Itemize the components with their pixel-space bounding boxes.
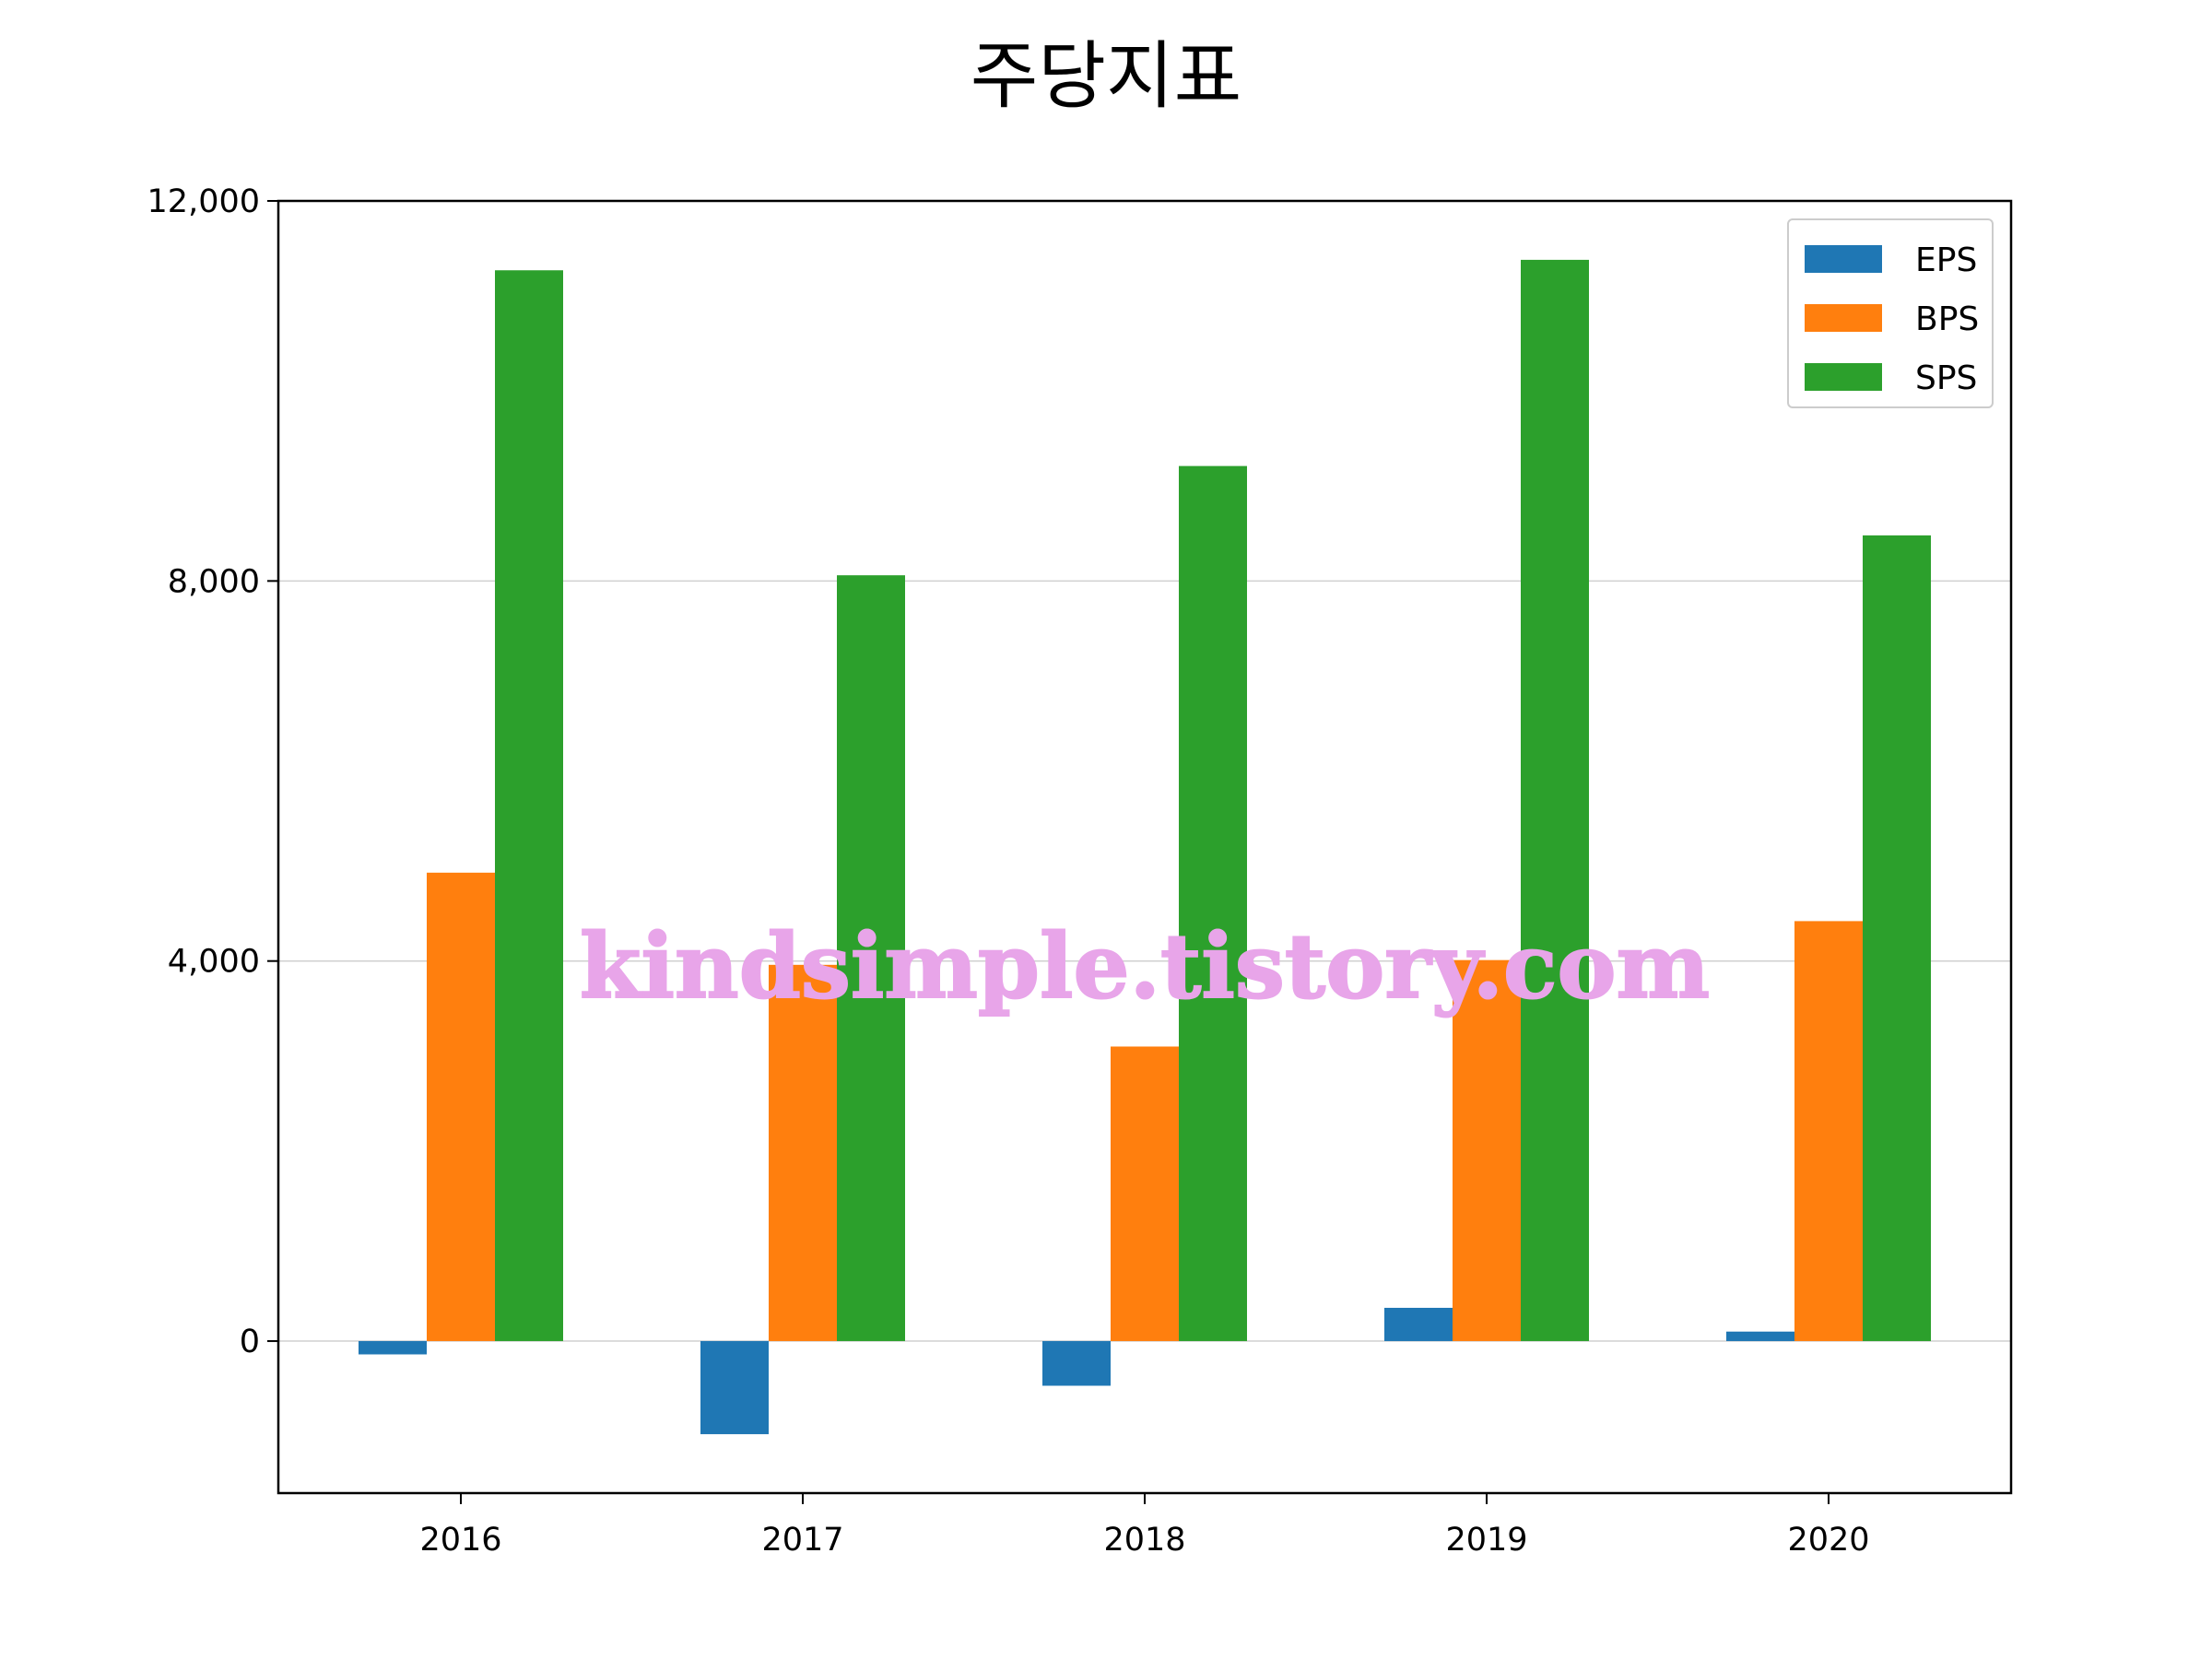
watermark-text: kindsimple.tistory.com: [580, 914, 1710, 1018]
y-tick-label: 8,000: [168, 563, 260, 600]
x-tick-label: 2017: [761, 1522, 843, 1559]
bar-eps-2017: [700, 1341, 769, 1435]
y-tick-label: 12,000: [147, 183, 260, 220]
y-tick-label: 4,000: [168, 944, 260, 981]
bar-sps-2017: [837, 575, 905, 1342]
legend-swatch-bps: [1805, 304, 1882, 332]
bar-eps-2020: [1726, 1331, 1794, 1342]
bar-eps-2018: [1042, 1341, 1111, 1386]
bar-sps-2019: [1521, 259, 1589, 1342]
x-tick-label: 2019: [1445, 1522, 1527, 1559]
x-tick-label: 2016: [419, 1522, 501, 1559]
legend-label-sps: SPS: [1915, 359, 1977, 397]
legend: EPS BPS SPS: [1787, 218, 1994, 408]
bar-bps-2018: [1111, 1046, 1179, 1342]
legend-label-eps: EPS: [1915, 241, 1977, 279]
bar-bps-2019: [1453, 959, 1521, 1342]
y-tick-label: 0: [240, 1324, 260, 1360]
bar-sps-2016: [495, 270, 563, 1342]
x-tick-label: 2020: [1787, 1522, 1869, 1559]
chart-title: 주당지표: [970, 33, 1242, 119]
bar-eps-2019: [1384, 1307, 1453, 1342]
legend-swatch-sps: [1805, 363, 1882, 391]
bar-sps-2018: [1179, 465, 1247, 1342]
bar-sps-2020: [1863, 535, 1931, 1342]
axis-ticks: 0 4,000 8,000 12,000 2016 2017 2018 2019 2020: [147, 183, 1870, 1559]
legend-label-bps: BPS: [1915, 300, 1979, 338]
bar-bps-2020: [1794, 921, 1863, 1342]
bar-bps-2016: [427, 872, 495, 1342]
bar-eps-2016: [359, 1341, 427, 1355]
bars: [359, 259, 1931, 1435]
bar-bps-2017: [769, 964, 837, 1342]
legend-swatch-eps: [1805, 245, 1882, 273]
x-tick-label: 2018: [1103, 1522, 1185, 1559]
